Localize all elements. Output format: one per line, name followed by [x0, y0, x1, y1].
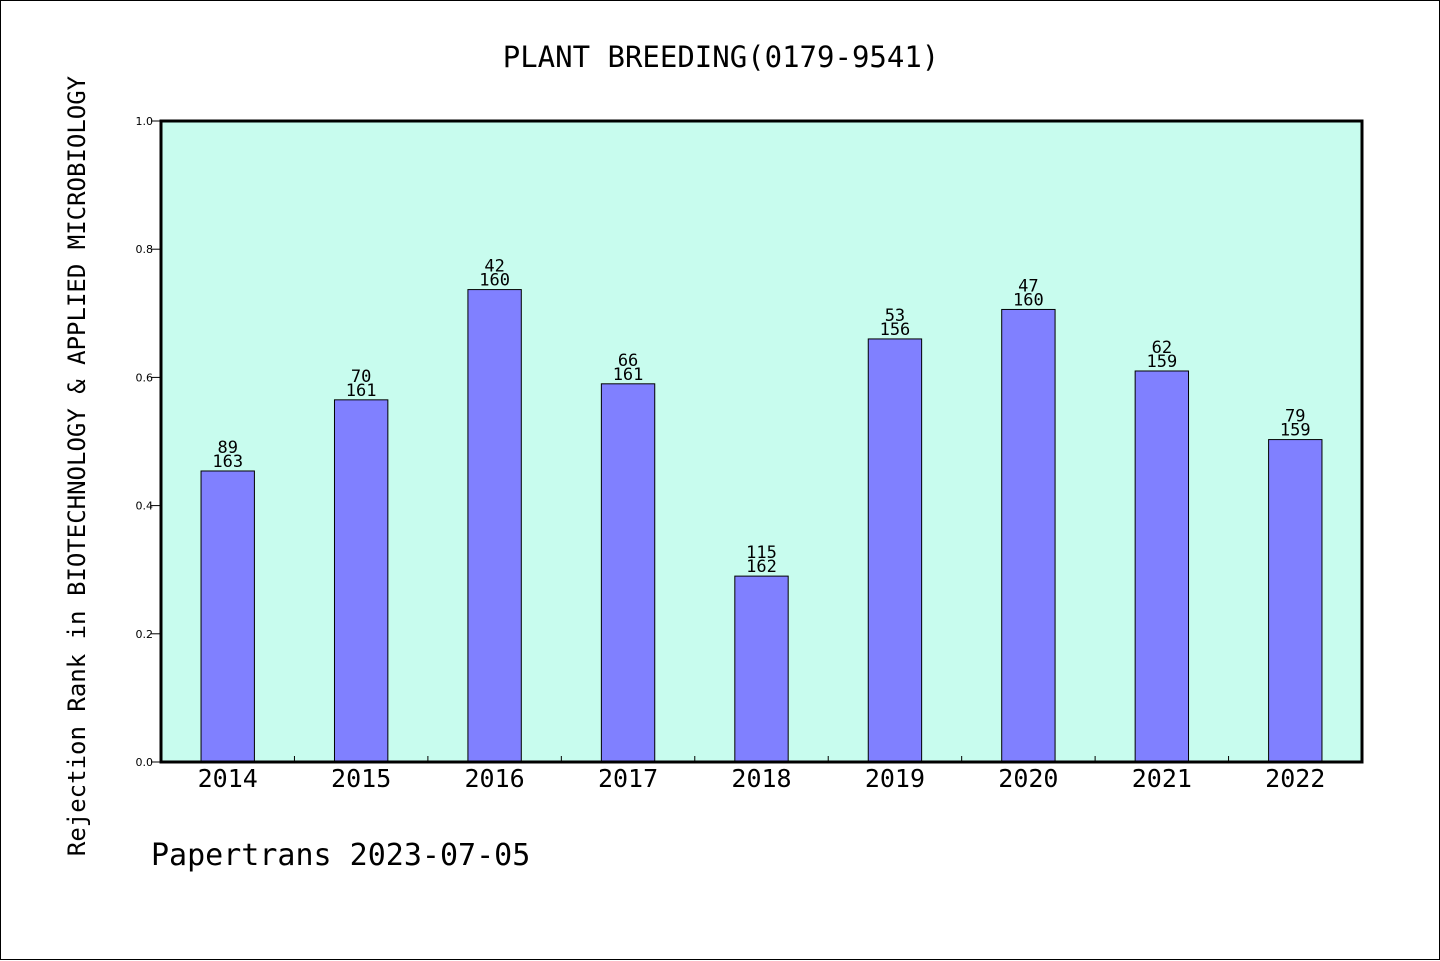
x-tick-label: 2022 [1265, 764, 1325, 793]
bar-rank-label: 79 [1285, 407, 1305, 427]
x-tick-label: 2019 [865, 764, 925, 793]
x-tick-label: 2020 [998, 764, 1058, 793]
footer-watermark: Papertrans 2023-07-05 [151, 838, 530, 873]
bar-2014 [200, 470, 255, 763]
bar-rank-label: 115 [746, 543, 777, 563]
x-tick-label: 2015 [331, 764, 391, 793]
y-tick-label: 0.0 [136, 756, 154, 769]
x-tick-label: 2017 [598, 764, 658, 793]
bar-total-label: 161 [346, 381, 377, 401]
chart-title: PLANT BREEDING(0179-9541) [503, 40, 940, 74]
x-tick-label: 2018 [731, 764, 791, 793]
x-tick-label: 2014 [198, 764, 258, 793]
bar-rank-label: 70 [351, 367, 371, 387]
y-axis-label: Rejection Rank in BIOTECHNOLOGY & APPLIE… [63, 75, 91, 856]
bar-rank-label: 53 [885, 306, 905, 326]
y-tick-label: 0.6 [136, 371, 154, 384]
bar-total-label: 160 [1013, 290, 1044, 310]
bar-2022 [1268, 439, 1323, 763]
bar-2019 [867, 338, 923, 763]
x-tick-label: 2016 [465, 764, 525, 793]
bar-2018 [734, 575, 789, 763]
bar-total-label: 163 [212, 452, 243, 472]
y-tick-label: 0.4 [136, 500, 154, 513]
bar-2015 [333, 399, 389, 763]
bar-2020 [1001, 308, 1056, 763]
y-axis-ticks: 0.0 0.2 0.4 0.6 0.8 1.0 [136, 115, 161, 769]
bar-2017 [600, 383, 656, 763]
bar-total-label: 159 [1280, 421, 1311, 441]
bar-rank-label: 66 [618, 351, 638, 371]
plot-border [159, 119, 1364, 764]
y-tick-label: 1.0 [136, 115, 154, 128]
bar-total-label: 160 [479, 271, 510, 291]
bar-total-label: 159 [1146, 352, 1177, 372]
bar-rank-label: 47 [1018, 276, 1038, 296]
x-tick-label: 2021 [1132, 764, 1192, 793]
bar-rank-label: 42 [484, 257, 504, 277]
bar-total-label: 161 [613, 365, 644, 385]
bar-total-label: 156 [880, 320, 911, 340]
bar-rank-label: 62 [1152, 338, 1172, 358]
bar-2016 [467, 289, 522, 763]
bar-2021 [1134, 370, 1190, 763]
y-tick-label: 0.2 [136, 628, 154, 641]
bar-rank-label: 89 [217, 438, 237, 458]
bar-total-label: 162 [746, 557, 777, 577]
y-tick-label: 0.8 [136, 243, 154, 256]
bars: 8916320147016120154216020166616120171151… [198, 257, 1326, 793]
